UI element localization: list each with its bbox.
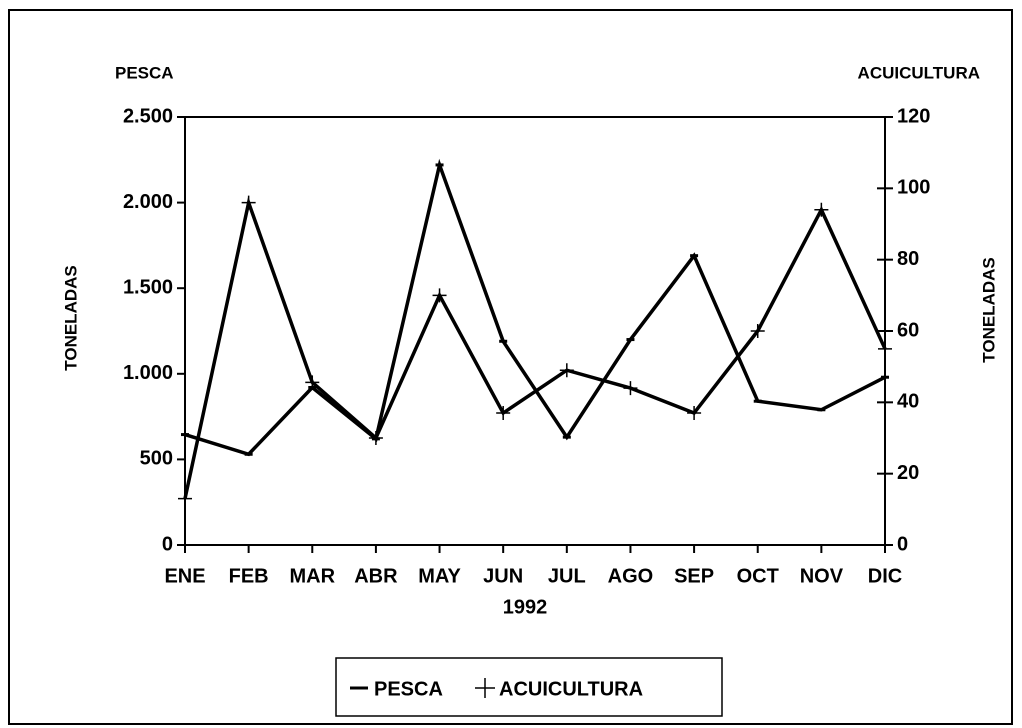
y2-tick-label: 80	[897, 248, 919, 270]
point-marker	[305, 375, 320, 390]
y-tick-label: 0	[162, 533, 173, 555]
y2-axis-label: TONELADAS	[979, 257, 998, 362]
x-tick-label: AGO	[608, 565, 654, 587]
point-marker	[432, 288, 447, 303]
x-tick-label: DIC	[868, 565, 902, 587]
series-line	[183, 196, 887, 500]
y2-tick-label: 40	[897, 391, 919, 413]
y-tick-label: 1.500	[123, 276, 173, 298]
point-marker	[750, 324, 765, 338]
x-tick-label: JUL	[548, 565, 586, 587]
x-tick-label: SEP	[674, 565, 714, 587]
x-tick-label: MAR	[289, 565, 335, 587]
legend-label: ACUICULTURA	[499, 678, 643, 700]
point-marker	[496, 406, 511, 421]
point-marker	[814, 202, 829, 217]
x-axis-label: 1992	[503, 596, 548, 618]
plot-area	[184, 116, 886, 546]
x-tick-label: MAY	[418, 565, 461, 587]
point-marker	[368, 431, 383, 445]
point-marker	[241, 195, 256, 210]
x-tick-label: FEB	[229, 565, 269, 587]
y-tick-label: 1.000	[123, 362, 173, 384]
x-tick-label: NOV	[800, 565, 844, 587]
left-axis-title: PESCA	[115, 63, 174, 82]
y-tick-label: 2.500	[123, 105, 173, 127]
x-tick-label: ABR	[354, 565, 398, 587]
x-tick-label: OCT	[737, 565, 779, 587]
point-marker	[178, 491, 192, 506]
legend-box	[335, 657, 723, 717]
y-axis-label: TONELADAS	[61, 265, 80, 370]
y-tick-label: 2.000	[123, 191, 173, 213]
frame	[8, 9, 1013, 725]
point-marker	[623, 381, 638, 396]
y2-tick-label: 100	[897, 177, 930, 199]
right-axis-title: ACUICULTURA	[858, 63, 980, 82]
point-marker	[687, 406, 702, 421]
legend-label: PESCA	[374, 678, 443, 700]
y2-tick-label: 120	[897, 105, 930, 127]
series-line	[184, 158, 886, 457]
point-marker	[559, 363, 574, 378]
y2-tick-label: 0	[897, 533, 908, 555]
legend-symbol	[475, 678, 495, 698]
y2-tick-label: 20	[897, 462, 919, 484]
point-marker	[878, 341, 892, 356]
x-tick-label: JUN	[483, 565, 523, 587]
y-tick-label: 500	[140, 448, 173, 470]
y2-tick-label: 60	[897, 319, 919, 341]
x-tick-label: ENE	[164, 565, 205, 587]
